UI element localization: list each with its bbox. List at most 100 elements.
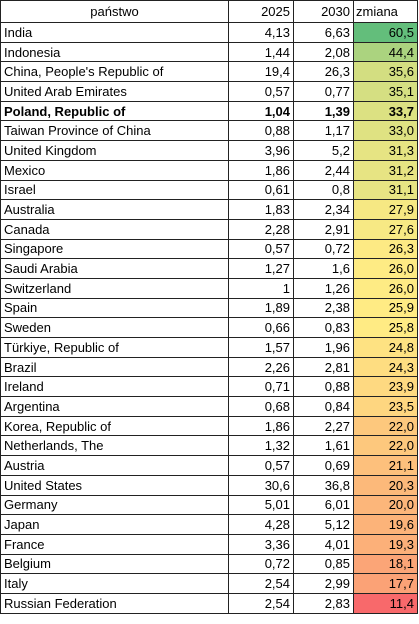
- value-cell: 2,54: [228, 592, 294, 614]
- change-cell: 20,3: [353, 474, 418, 496]
- change-cell: 11,4: [353, 592, 418, 614]
- value-cell: 0,57: [228, 238, 294, 260]
- value-cell: 0,72: [228, 553, 294, 575]
- change-cell: 24,8: [353, 337, 418, 358]
- table-row: France 3,36 4,01 19,3: [0, 533, 418, 555]
- value-cell: 0,66: [228, 317, 294, 338]
- table-row: Korea, Republic of 1,86 2,27 22,0: [0, 415, 418, 437]
- table-row: Poland, Republic of 1,04 1,39 33,7: [0, 100, 418, 122]
- value-cell: 2,99: [293, 573, 354, 594]
- change-cell: 35,1: [353, 81, 418, 102]
- country-cell: Netherlands, The: [0, 435, 229, 457]
- table-row: India 4,13 6,63 60,5: [0, 22, 418, 43]
- value-cell: 4,13: [228, 22, 294, 43]
- table-row: Russian Federation 2,54 2,83 11,4: [0, 592, 418, 614]
- change-cell: 44,4: [353, 41, 418, 63]
- value-cell: 19,4: [228, 61, 294, 83]
- value-cell: 30,6: [228, 474, 294, 496]
- change-cell: 26,3: [353, 238, 418, 260]
- change-cell: 18,1: [353, 553, 418, 575]
- country-cell: Singapore: [0, 238, 229, 260]
- table-row: Belgium 0,72 0,85 18,1: [0, 553, 418, 575]
- value-cell: 4,01: [293, 533, 354, 555]
- change-cell: 20,0: [353, 494, 418, 516]
- country-cell: Argentina: [0, 396, 229, 417]
- change-cell: 24,3: [353, 356, 418, 378]
- value-cell: 0,61: [228, 179, 294, 201]
- value-cell: 1,86: [228, 159, 294, 181]
- country-cell: United Kingdom: [0, 140, 229, 161]
- country-cell: Ireland: [0, 376, 229, 398]
- change-cell: 26,0: [353, 258, 418, 279]
- value-cell: 1,61: [293, 435, 354, 457]
- country-cell: Belgium: [0, 553, 229, 575]
- value-cell: 2,54: [228, 573, 294, 594]
- country-cell: Indonesia: [0, 41, 229, 63]
- table-row: Australia 1,83 2,34 27,9: [0, 199, 418, 220]
- change-cell: 25,8: [353, 317, 418, 338]
- table-row: United Arab Emirates 0,57 0,77 35,1: [0, 81, 418, 102]
- table-row: Germany 5,01 6,01 20,0: [0, 494, 418, 516]
- value-cell: 0,88: [228, 120, 294, 142]
- value-cell: 0,85: [293, 553, 354, 575]
- table-row: Canada 2,28 2,91 27,6: [0, 218, 418, 240]
- header-cell: państwo: [0, 0, 229, 23]
- value-cell: 2,27: [293, 415, 354, 437]
- value-cell: 0,84: [293, 396, 354, 417]
- table-row: Austria 0,57 0,69 21,1: [0, 455, 418, 476]
- country-cell: Spain: [0, 297, 229, 319]
- country-cell: Germany: [0, 494, 229, 516]
- change-cell: 31,1: [353, 179, 418, 201]
- value-cell: 1,26: [293, 277, 354, 299]
- value-cell: 1,32: [228, 435, 294, 457]
- value-cell: 2,26: [228, 356, 294, 378]
- value-cell: 36,8: [293, 474, 354, 496]
- header-row: państwo 2025 2030 zmiana: [0, 0, 418, 23]
- table-row: United States 30,6 36,8 20,3: [0, 474, 418, 496]
- table-row: Spain 1,89 2,38 25,9: [0, 297, 418, 319]
- value-cell: 1,27: [228, 258, 294, 279]
- table-row: Argentina 0,68 0,84 23,5: [0, 396, 418, 417]
- value-cell: 0,83: [293, 317, 354, 338]
- change-cell: 23,9: [353, 376, 418, 398]
- value-cell: 0,57: [228, 455, 294, 476]
- value-cell: 26,3: [293, 61, 354, 83]
- value-cell: 1,44: [228, 41, 294, 63]
- value-cell: 2,83: [293, 592, 354, 614]
- country-cell: France: [0, 533, 229, 555]
- change-cell: 17,7: [353, 573, 418, 594]
- table-row: Italy 2,54 2,99 17,7: [0, 573, 418, 594]
- value-cell: 2,28: [228, 218, 294, 240]
- value-cell: 2,44: [293, 159, 354, 181]
- change-cell: 26,0: [353, 277, 418, 299]
- value-cell: 0,88: [293, 376, 354, 398]
- value-cell: 3,96: [228, 140, 294, 161]
- country-cell: China, People's Republic of: [0, 61, 229, 83]
- change-cell: 19,3: [353, 533, 418, 555]
- country-cell: Switzerland: [0, 277, 229, 299]
- value-cell: 1,57: [228, 337, 294, 358]
- change-cell: 60,5: [353, 22, 418, 43]
- table-row: China, People's Republic of 19,4 26,3 35,6: [0, 61, 418, 83]
- change-cell: 27,9: [353, 199, 418, 220]
- table-row: Israel 0,61 0,8 31,1: [0, 179, 418, 201]
- country-cell: Russian Federation: [0, 592, 229, 614]
- country-cell: Canada: [0, 218, 229, 240]
- country-cell: Japan: [0, 514, 229, 535]
- table-row: United Kingdom 3,96 5,2 31,3: [0, 140, 418, 161]
- table-row: Mexico 1,86 2,44 31,2: [0, 159, 418, 181]
- table-row: Türkiye, Republic of 1,57 1,96 24,8: [0, 337, 418, 358]
- value-cell: 1,96: [293, 337, 354, 358]
- value-cell: 5,2: [293, 140, 354, 161]
- country-cell: Korea, Republic of: [0, 415, 229, 437]
- value-cell: 1,89: [228, 297, 294, 319]
- country-cell: India: [0, 22, 229, 43]
- value-cell: 1,04: [228, 100, 294, 122]
- value-cell: 2,91: [293, 218, 354, 240]
- change-cell: 31,3: [353, 140, 418, 161]
- value-cell: 4,28: [228, 514, 294, 535]
- table-row: Singapore 0,57 0,72 26,3: [0, 238, 418, 260]
- table-row: Brazil 2,26 2,81 24,3: [0, 356, 418, 378]
- change-cell: 35,6: [353, 61, 418, 83]
